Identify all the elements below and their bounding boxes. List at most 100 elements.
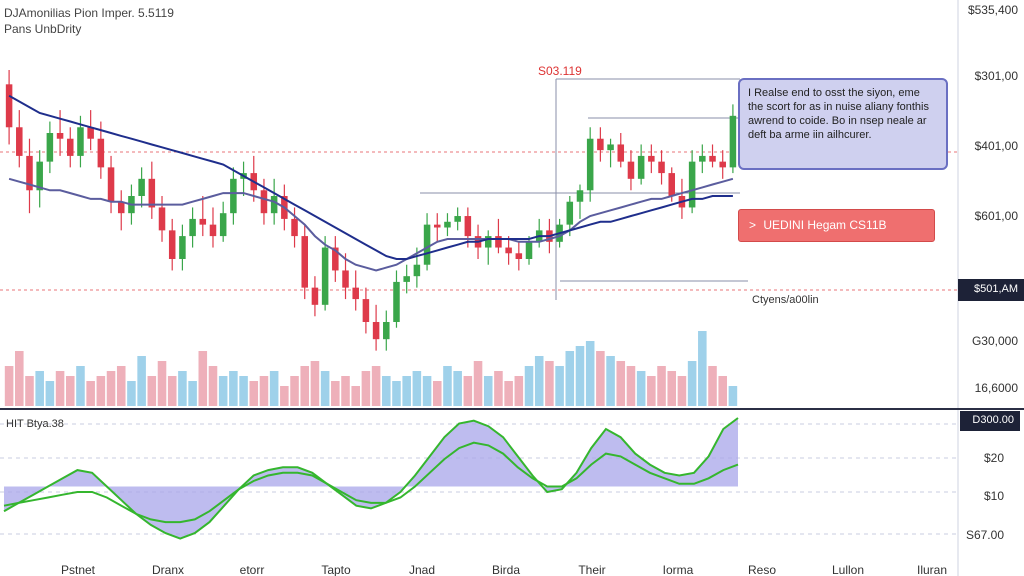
indicator-tick-label: $20 <box>984 451 1004 465</box>
candle-body <box>179 236 186 259</box>
candle-body <box>189 218 196 237</box>
candle-body <box>627 161 635 179</box>
volume-bar <box>167 376 177 406</box>
candle <box>199 196 207 237</box>
volume-bar <box>463 376 473 406</box>
candle-body <box>699 155 706 162</box>
candle <box>87 110 94 151</box>
ma-fast-line <box>8 177 734 272</box>
volume-bar <box>473 361 483 406</box>
candle <box>168 218 176 271</box>
candle-body <box>117 201 125 214</box>
candle-body <box>444 221 451 228</box>
volume-bar <box>494 371 503 406</box>
candle-body <box>5 84 13 128</box>
candle <box>709 144 716 168</box>
volume-bar <box>76 366 85 406</box>
candle <box>627 150 635 191</box>
candle <box>423 213 431 271</box>
candle-body <box>566 201 574 225</box>
volume-bar <box>188 381 197 406</box>
candle-body <box>270 196 278 214</box>
candle <box>189 207 196 248</box>
candle-body <box>16 127 23 156</box>
volume-bar <box>229 371 238 406</box>
volume-bar <box>259 376 269 406</box>
candle-body <box>719 161 726 168</box>
candle-body <box>423 224 431 265</box>
candle-body <box>342 270 349 288</box>
candle <box>148 161 156 219</box>
candle <box>484 230 492 265</box>
candle-body <box>352 287 359 300</box>
indicator-title: HIT Btya.38 <box>6 418 64 430</box>
candle-body <box>637 155 645 179</box>
candle <box>597 127 604 162</box>
volume-bar <box>35 371 44 406</box>
volume-bar <box>86 381 95 406</box>
candle-body <box>148 178 156 208</box>
oscillator-fill <box>4 418 738 539</box>
candle <box>311 276 319 317</box>
volume-bar <box>606 356 615 406</box>
moving-average-layer <box>8 94 734 272</box>
candle-body <box>372 322 380 340</box>
volume-bar <box>422 376 432 406</box>
candle-body <box>199 218 207 225</box>
candle-body <box>97 138 105 168</box>
volume-bar <box>331 381 340 406</box>
candle-body <box>321 247 329 305</box>
candle <box>332 236 339 282</box>
volume-bar <box>198 351 208 406</box>
candle-body <box>607 144 614 151</box>
volume-bar <box>45 381 55 406</box>
volume-bar <box>137 356 146 406</box>
candle <box>403 264 410 294</box>
volume-bar <box>65 376 75 406</box>
volume-bar <box>728 386 738 406</box>
candle <box>576 184 584 219</box>
volume-bar <box>626 366 636 406</box>
signal-line <box>3 441 739 524</box>
volume-bar <box>341 376 350 406</box>
candle-body <box>332 247 339 271</box>
x-tick-label: Tapto <box>321 563 351 576</box>
volume-bar <box>106 371 116 406</box>
candle <box>158 196 166 242</box>
candle <box>352 270 359 311</box>
volume-bar <box>371 366 381 406</box>
y-tick-label: $535,400 <box>968 3 1018 17</box>
volume-bar <box>534 356 544 406</box>
x-tick-label: Their <box>578 563 605 576</box>
candle <box>26 138 33 214</box>
candle <box>515 241 523 271</box>
volume-bar <box>218 376 228 406</box>
candle <box>291 207 298 248</box>
y-tick-label: $601,00 <box>975 209 1019 223</box>
candle-body <box>709 155 716 162</box>
candle-body <box>434 224 441 228</box>
x-tick-label: Jnad <box>409 563 435 576</box>
volume-bar <box>453 371 462 406</box>
candle <box>607 138 614 168</box>
candle <box>658 150 665 185</box>
candle-body <box>138 178 145 196</box>
candle-body <box>46 133 54 162</box>
candle <box>16 110 23 168</box>
volume-bar <box>432 381 442 406</box>
volume-bar <box>239 376 248 406</box>
x-tick-label: Birda <box>492 563 520 576</box>
candle <box>362 287 370 334</box>
volume-bar <box>687 361 697 406</box>
candle-body <box>505 247 512 254</box>
candle <box>36 150 43 208</box>
volume-bar <box>575 346 585 406</box>
candle <box>117 190 125 231</box>
volume-bar <box>290 376 299 406</box>
volume-bar <box>392 381 401 406</box>
volume-bar <box>483 376 493 406</box>
volume-bar <box>698 331 707 406</box>
x-tick-label: Lullon <box>832 563 864 576</box>
candle <box>219 201 227 242</box>
